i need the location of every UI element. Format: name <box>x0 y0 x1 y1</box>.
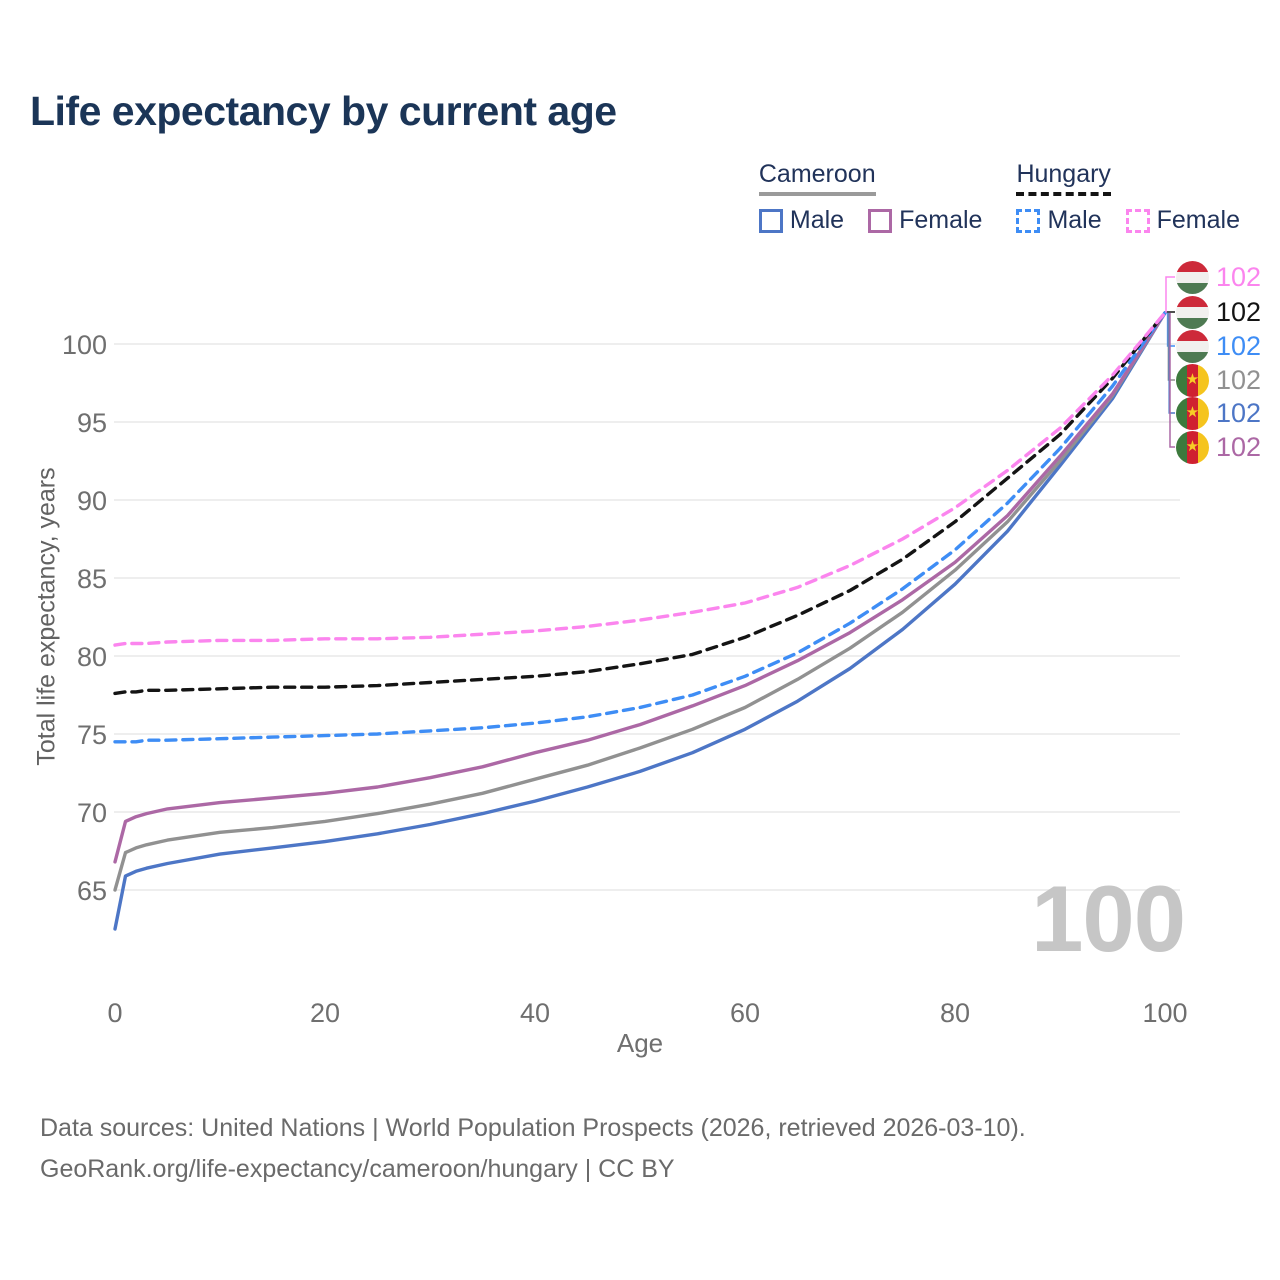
x-tick-label: 80 <box>939 998 971 1028</box>
hungary-male-swatch-icon <box>1016 208 1041 233</box>
series-line-cameroon-female[interactable] <box>113 311 1167 864</box>
attribution-link-line[interactable]: GeoRank.org/life-expectancy/cameroon/hun… <box>40 1155 675 1183</box>
star-icon: ★ <box>1185 403 1200 421</box>
legend-item-cameroon-male[interactable]: Male <box>758 206 845 235</box>
endpoint-value: 102 <box>1216 364 1262 395</box>
endpoint-value: 102 <box>1216 261 1262 292</box>
endpoint-value: 102 <box>1216 296 1262 327</box>
y-tick-label: 80 <box>76 642 107 672</box>
y-tick-label: 85 <box>76 564 107 594</box>
legend-label: Male <box>1047 206 1102 234</box>
series-line-hungary-female[interactable] <box>113 311 1167 647</box>
legend-item-hungary-male[interactable]: Male <box>1016 206 1102 235</box>
legend-items-hungary: Male Female <box>1016 206 1240 235</box>
legend-label: Male <box>789 206 845 234</box>
endpoint-row-hungary-female[interactable]: 102 <box>1176 260 1261 294</box>
legend-group-cameroon: Cameroon Male Female <box>758 160 982 235</box>
endpoint-row-hungary-male[interactable]: 102 <box>1176 329 1261 363</box>
endpoint-connector <box>1169 312 1175 448</box>
hungary-female-swatch-icon <box>1125 208 1150 233</box>
endpoint-row-cameroon-male[interactable]: ★ 102 <box>1176 396 1261 430</box>
legend-header-hungary[interactable]: Hungary <box>1016 160 1111 196</box>
legend: Cameroon Male Female Hungary Male Female <box>758 160 1240 235</box>
legend-item-cameroon-female[interactable]: Female <box>868 206 982 235</box>
x-tick-label: 20 <box>309 998 341 1028</box>
y-tick-label: 100 <box>61 330 107 360</box>
hungary-flag-icon <box>1176 260 1209 294</box>
legend-group-hungary: Hungary Male Female <box>1016 160 1240 235</box>
legend-items-cameroon: Male Female <box>758 206 982 235</box>
y-tick-label: 70 <box>76 798 107 828</box>
x-tick-label: 60 <box>729 998 761 1028</box>
endpoint-connector <box>1168 312 1175 414</box>
legend-header-cameroon[interactable]: Cameroon <box>758 160 876 196</box>
y-axis-title: Total life expectancy, years <box>32 467 61 766</box>
cameroon-flag-icon: ★ <box>1176 396 1209 430</box>
legend-item-hungary-female[interactable]: Female <box>1125 206 1240 235</box>
series-line-hungary-male[interactable] <box>113 311 1167 744</box>
endpoint-value: 102 <box>1216 330 1262 361</box>
star-icon: ★ <box>1185 370 1200 388</box>
series-line-hungary-both[interactable] <box>113 311 1167 696</box>
hungary-flag-icon <box>1176 329 1209 363</box>
x-tick-label: 40 <box>519 998 551 1028</box>
y-tick-label: 95 <box>76 408 107 438</box>
endpoint-connector <box>1166 312 1175 347</box>
cameroon-flag-icon: ★ <box>1176 363 1209 397</box>
series-line-cameroon-male[interactable] <box>113 311 1167 931</box>
legend-label: Female <box>1156 206 1240 234</box>
data-source-line: Data sources: United Nations | World Pop… <box>40 1114 1026 1142</box>
star-icon: ★ <box>1185 437 1200 455</box>
x-tick-label: 0 <box>107 998 123 1028</box>
age-counter-watermark: 100 <box>1031 866 1186 971</box>
y-tick-label: 90 <box>76 486 107 516</box>
endpoint-value: 102 <box>1216 431 1262 462</box>
endpoint-connector <box>1165 276 1175 313</box>
x-tick-label: 100 <box>1142 998 1188 1028</box>
y-tick-label: 65 <box>76 876 107 906</box>
endpoint-value: 102 <box>1216 397 1262 428</box>
y-tick-label: 75 <box>76 720 107 750</box>
endpoint-row-cameroon-both-sexes[interactable]: ★ 102 <box>1176 363 1261 397</box>
legend-label: Female <box>899 206 983 234</box>
endpoint-connector <box>1167 312 1175 381</box>
cameroon-male-swatch-icon <box>758 208 783 233</box>
cameroon-female-swatch-icon <box>868 208 893 233</box>
endpoint-row-hungary-both-sexes[interactable]: 102 <box>1176 295 1261 329</box>
page-title: Life expectancy by current age <box>30 88 617 134</box>
cameroon-flag-icon: ★ <box>1176 430 1209 464</box>
hungary-flag-icon <box>1176 295 1209 329</box>
series-line-cameroon-both[interactable] <box>113 311 1167 892</box>
footer: Data sources: United Nations | World Pop… <box>40 1108 1026 1190</box>
x-axis-title: Age <box>616 1028 664 1058</box>
endpoint-row-cameroon-female[interactable]: ★ 102 <box>1176 430 1261 464</box>
